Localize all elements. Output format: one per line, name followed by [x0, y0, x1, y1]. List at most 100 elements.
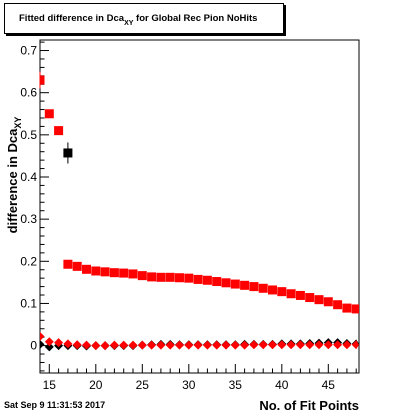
square-marker	[82, 264, 92, 274]
y-tick-label: 0.6	[20, 86, 37, 100]
square-marker	[351, 304, 359, 314]
diamond-marker	[314, 340, 324, 350]
square-marker	[63, 259, 73, 269]
diamond-marker	[72, 340, 82, 350]
square-marker	[202, 275, 212, 285]
square-marker	[193, 274, 203, 284]
square-marker	[240, 280, 250, 290]
square-marker	[137, 271, 147, 281]
x-tick-label: 20	[89, 378, 103, 392]
y-axis-label: difference in DcaXY	[5, 117, 23, 234]
title-prefix: Fitted difference in Dca	[19, 13, 125, 24]
diamond-marker	[202, 340, 212, 350]
diamond-marker	[40, 331, 45, 341]
diamond-marker	[221, 340, 231, 350]
diamond-marker	[165, 340, 175, 350]
diamond-marker	[40, 339, 45, 349]
square-marker	[295, 290, 305, 300]
y-tick-label: 0.7	[20, 44, 37, 58]
square-marker	[286, 289, 296, 299]
diamond-marker	[230, 340, 240, 350]
chart-title: Fitted difference in DcaXY for Global Re…	[19, 13, 257, 27]
square-marker	[72, 261, 82, 271]
square-marker	[156, 272, 166, 282]
axes: 15 20 25 30 35 40 45 0 0.1 0.2 0.3 0.4 0.5 0.6 0.7	[20, 39, 360, 392]
plot-frame	[39, 39, 360, 374]
diamond-marker	[351, 340, 359, 350]
diamond-marker	[295, 340, 305, 350]
diamond-marker	[128, 340, 138, 350]
data-marks	[39, 71, 359, 352]
title-subscript: XY	[124, 20, 134, 27]
diamond-marker	[277, 340, 287, 350]
square-marker	[91, 266, 101, 276]
diamond-marker	[249, 340, 259, 350]
diamond-marker	[82, 340, 92, 350]
diamond-marker	[323, 340, 333, 350]
square-marker	[258, 283, 268, 293]
diamond-marker	[333, 340, 343, 350]
x-tick-label: 35	[229, 378, 243, 392]
square-marker	[249, 282, 259, 292]
square-marker	[147, 272, 157, 282]
square-marker	[333, 300, 343, 310]
square-marker	[230, 279, 240, 289]
footer-timestamp: Sat Sep 9 11:31:53 2017	[4, 400, 106, 410]
square-marker	[268, 285, 278, 295]
diamond-marker	[54, 338, 64, 348]
square-marker	[40, 75, 45, 85]
square-marker	[314, 295, 324, 305]
square-marker	[277, 287, 287, 297]
y-tick-label: 0.2	[20, 254, 37, 268]
square-marker	[212, 277, 222, 287]
square-marker	[109, 268, 119, 278]
diamond-marker	[240, 340, 250, 350]
diamond-marker	[100, 341, 110, 351]
diamond-marker	[44, 342, 54, 352]
diamond-marker	[119, 340, 129, 350]
diamond-marker	[286, 340, 296, 350]
x-tick-label: 45	[322, 378, 336, 392]
square-marker	[184, 273, 194, 283]
x-tick-label: 40	[275, 378, 289, 392]
title-suffix: for Global Rec Pion NoHits	[133, 13, 258, 24]
y-tick-label: 0.5	[20, 128, 37, 142]
diamond-marker	[342, 340, 352, 350]
square-marker	[119, 268, 129, 278]
diamond-marker	[109, 340, 119, 350]
diamond-marker	[175, 340, 185, 350]
diamond-marker	[212, 340, 222, 350]
square-marker	[63, 148, 73, 158]
square-marker	[44, 109, 54, 119]
title-box: Fitted difference in DcaXY for Global Re…	[4, 3, 284, 34]
diamond-marker	[184, 340, 194, 350]
square-marker	[323, 297, 333, 307]
square-marker	[305, 293, 315, 303]
square-marker	[342, 303, 352, 313]
square-marker	[54, 126, 64, 136]
x-tick-label: 30	[182, 378, 196, 392]
y-tick-label: 0.4	[20, 170, 37, 184]
square-marker	[100, 267, 110, 277]
square-marker	[165, 272, 175, 282]
y-tick-label: 0.1	[20, 296, 37, 310]
diamond-marker	[258, 340, 268, 350]
diamond-marker	[268, 340, 278, 350]
square-marker	[221, 278, 231, 288]
diamond-marker	[193, 340, 203, 350]
square-marker	[128, 269, 138, 279]
diamond-marker	[137, 340, 147, 350]
x-tick-label: 15	[43, 378, 57, 392]
diamond-marker	[91, 341, 101, 351]
y-tick-label: 0.3	[20, 212, 37, 226]
diamond-marker	[156, 340, 166, 350]
diamond-marker	[63, 339, 73, 349]
diamond-marker	[305, 340, 315, 350]
diamond-marker	[44, 337, 54, 347]
square-marker	[175, 273, 185, 283]
x-tick-label: 25	[136, 378, 150, 392]
y-tick-label: 0	[30, 339, 37, 353]
x-axis-label: No. of Fit Points	[259, 398, 359, 413]
diamond-marker	[147, 340, 157, 350]
